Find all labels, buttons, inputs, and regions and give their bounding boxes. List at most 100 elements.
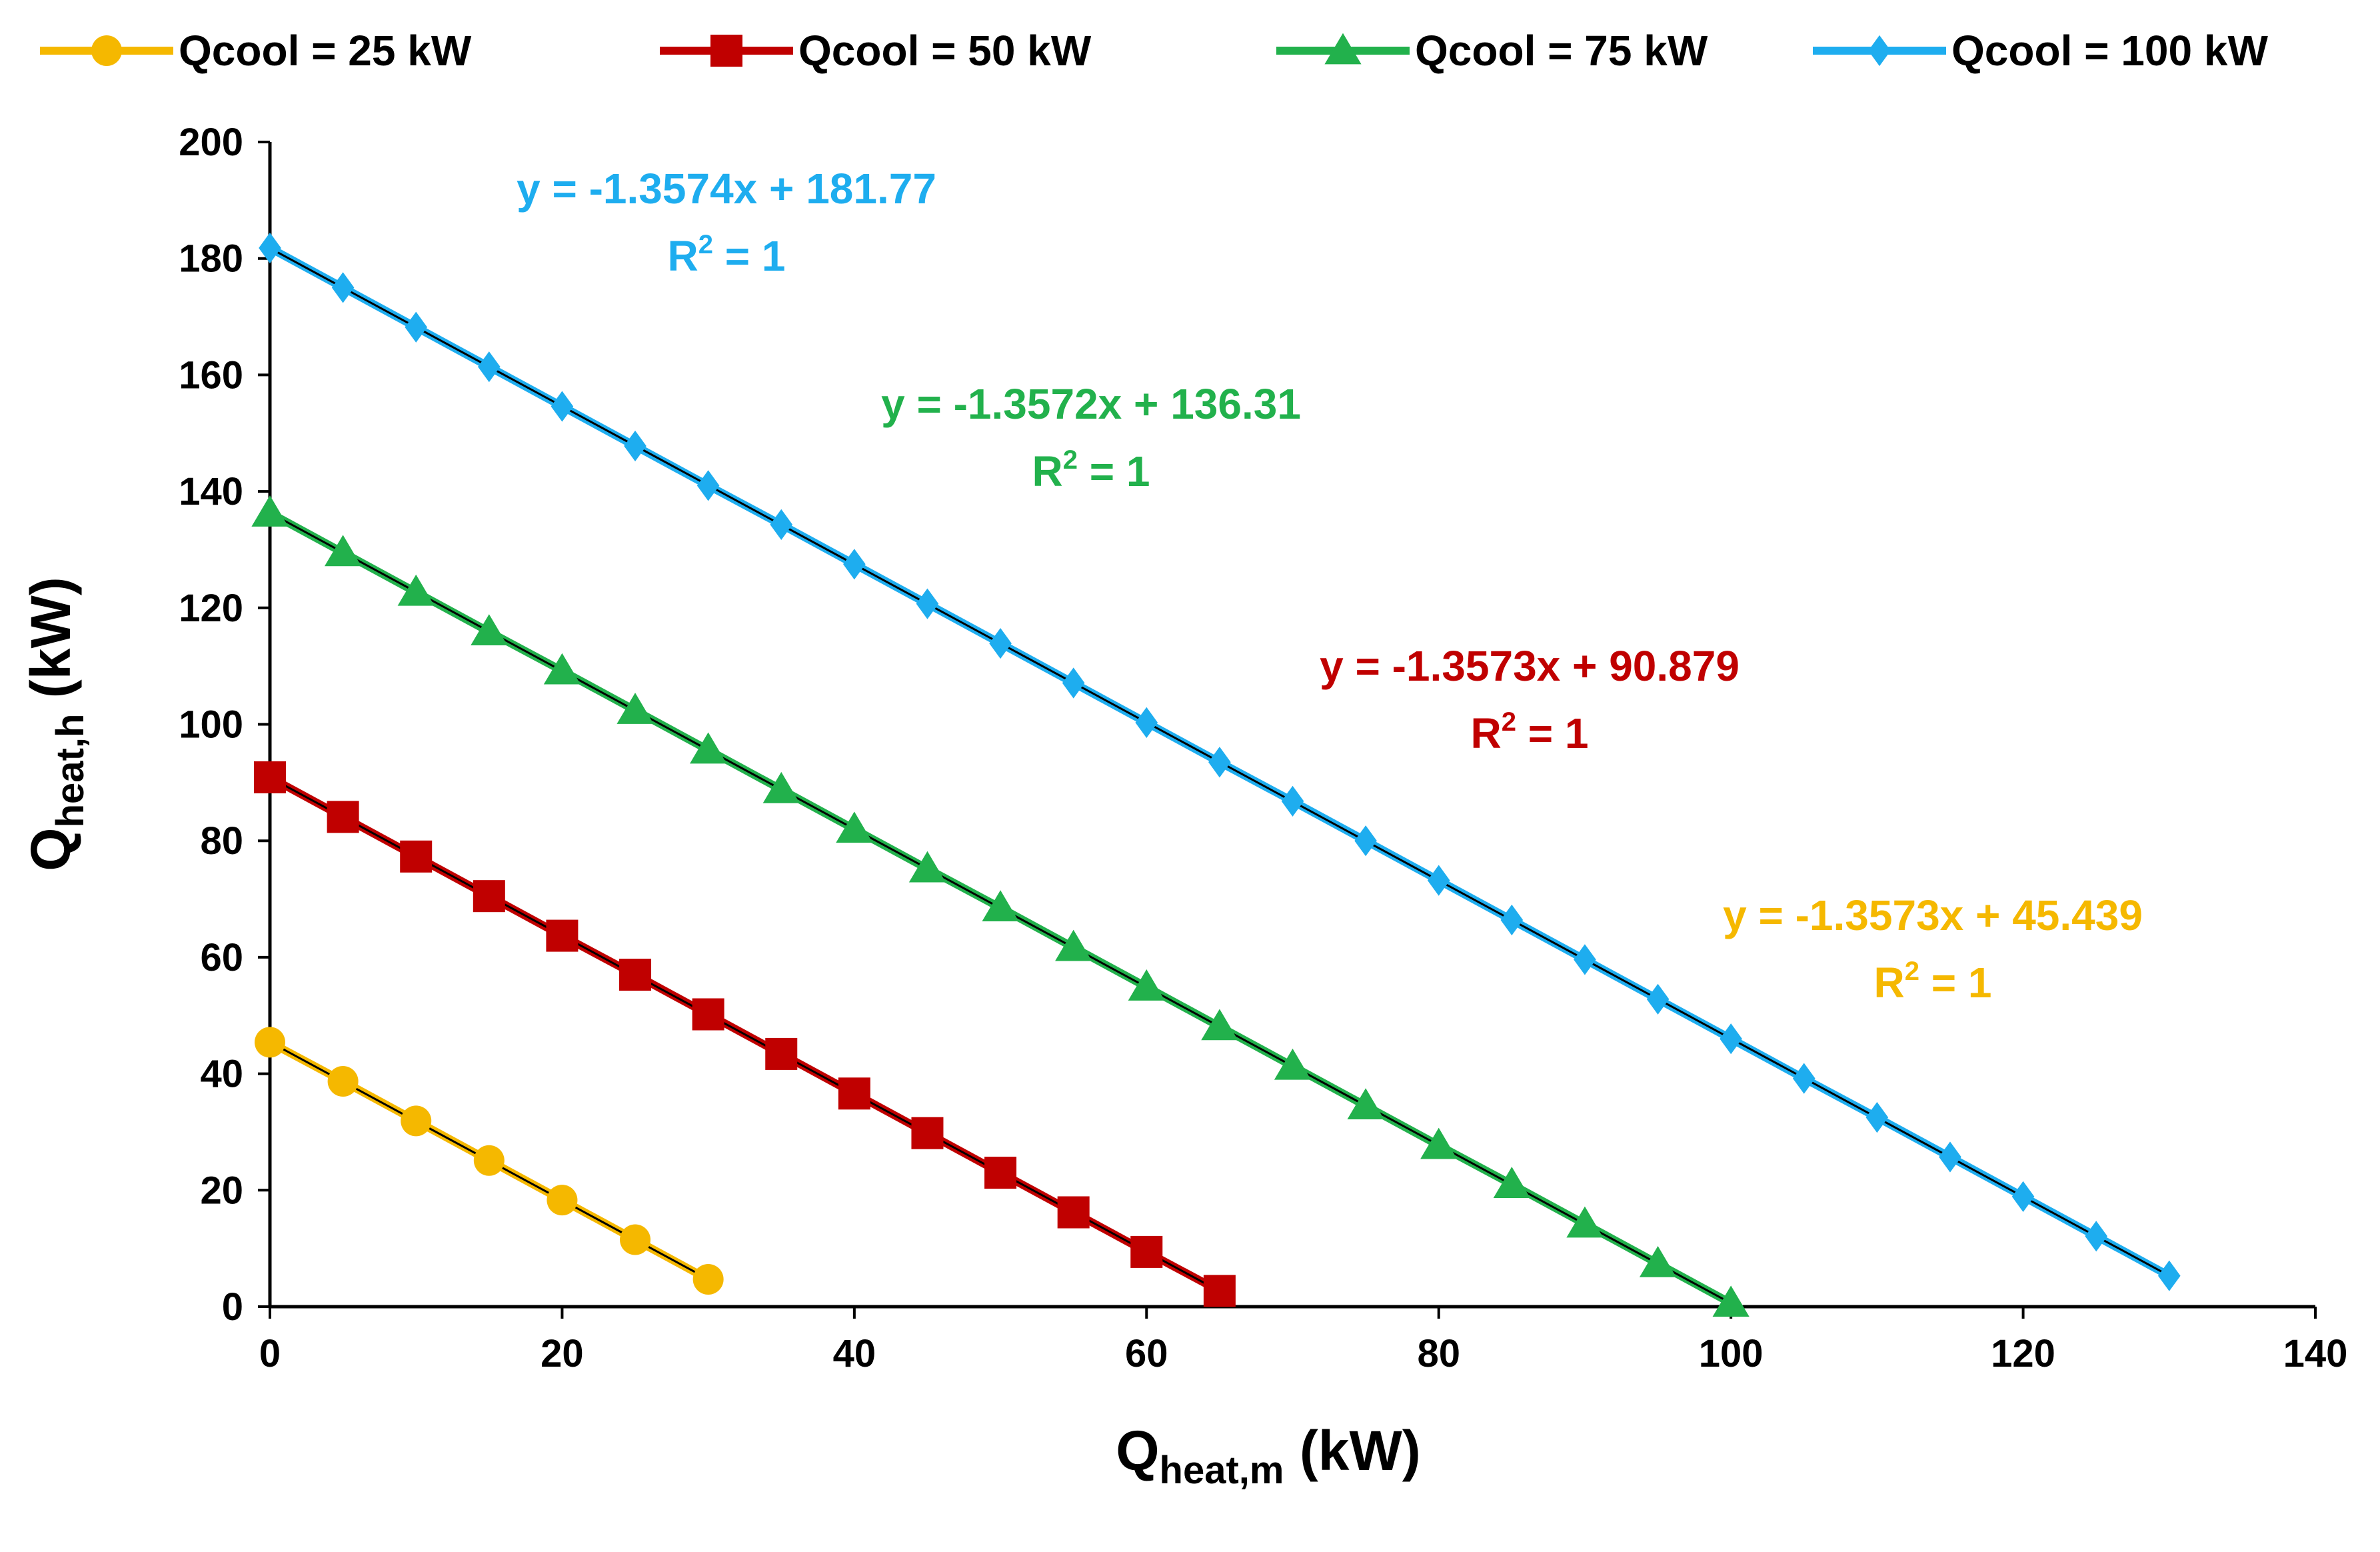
y-tick-label: 60 xyxy=(200,936,243,979)
legend-label: Qcool = 100 kW xyxy=(1951,27,2268,75)
data-point xyxy=(473,880,505,913)
data-point xyxy=(1500,904,1524,936)
y-tick-label: 40 xyxy=(200,1053,243,1096)
x-tick-label: 100 xyxy=(1699,1332,1764,1375)
data-point xyxy=(1493,1167,1530,1198)
data-point xyxy=(327,801,359,833)
data-point xyxy=(1792,1063,1815,1094)
legend-marker xyxy=(710,35,742,67)
axes xyxy=(268,142,2315,1309)
data-point xyxy=(325,535,362,567)
data-point xyxy=(546,919,579,952)
data-point xyxy=(547,1185,578,1216)
data-point xyxy=(989,627,1012,659)
data-point xyxy=(397,574,435,606)
data-point xyxy=(982,890,1019,922)
data-point xyxy=(1566,1206,1604,1238)
x-tick-label: 120 xyxy=(1991,1332,2055,1375)
data-point xyxy=(1055,929,1092,961)
x-axis-title-main: Q xyxy=(1116,1419,1159,1482)
data-point xyxy=(1639,1245,1677,1277)
data-point xyxy=(916,588,939,619)
x-tick-label: 20 xyxy=(541,1332,584,1375)
data-point xyxy=(1128,969,1165,1001)
data-point xyxy=(1201,1009,1238,1041)
y-tick-label: 160 xyxy=(179,353,243,397)
data-point xyxy=(2085,1221,2107,1252)
trendline-equation: y = -1.3573x + 90.879 xyxy=(1320,642,1740,690)
x-tick-label: 60 xyxy=(1125,1332,1168,1375)
r-squared-value: = 1 xyxy=(1078,447,1150,495)
r-squared-superscript: 2 xyxy=(1905,957,1919,986)
data-point xyxy=(1274,1048,1312,1080)
y-axis-title-sub: heat,h xyxy=(49,714,92,828)
data-point xyxy=(254,761,286,793)
data-point xyxy=(327,1065,359,1097)
x-tick-label: 0 xyxy=(259,1332,281,1375)
trendline-equation: y = -1.3574x + 181.77 xyxy=(517,165,936,213)
data-point xyxy=(692,1263,724,1295)
y-tick-label: 140 xyxy=(179,470,243,513)
data-point xyxy=(2157,1260,2181,1291)
data-point xyxy=(331,272,355,303)
data-point xyxy=(255,1027,285,1058)
data-point xyxy=(1354,825,1377,857)
legend-label: Qcool = 75 kW xyxy=(1415,27,1708,75)
legend-item-0: Qcool = 25 kW xyxy=(40,27,472,75)
y-axis-title-unit: (kW) xyxy=(19,577,82,713)
data-point xyxy=(401,1105,432,1137)
data-point xyxy=(770,509,793,540)
trendline-equation: y = -1.3572x + 136.31 xyxy=(881,380,1301,428)
data-point xyxy=(1574,944,1596,975)
data-point xyxy=(478,351,501,383)
x-ticks: 0 20 40 60 80 100 120 140 xyxy=(259,1307,2347,1375)
data-point xyxy=(624,430,646,462)
y-tick-label: 200 xyxy=(179,121,243,164)
data-point xyxy=(765,1037,798,1070)
trendline-equation: y = -1.3573x + 45.439 xyxy=(1723,891,2143,939)
y-axis-title-main: Q xyxy=(19,827,82,871)
y-tick-label: 180 xyxy=(179,237,243,281)
data-point xyxy=(1712,1285,1750,1317)
data-point xyxy=(696,470,720,501)
data-point xyxy=(692,998,724,1031)
data-point xyxy=(984,1157,1017,1189)
r-squared-base: R xyxy=(668,232,698,280)
data-point xyxy=(620,1224,651,1255)
data-point xyxy=(690,732,727,764)
data-point xyxy=(400,840,433,873)
series-3 xyxy=(259,232,2181,1291)
y-tick-label: 100 xyxy=(179,703,243,747)
r-squared-value: = 1 xyxy=(713,232,786,280)
data-point xyxy=(908,851,946,883)
data-point xyxy=(543,653,581,685)
data-point xyxy=(843,549,866,580)
series-0 xyxy=(255,1027,724,1295)
r-squared-label: R2 = 1 xyxy=(668,230,786,280)
data-point xyxy=(1720,1023,1742,1055)
data-point xyxy=(836,811,873,843)
data-point xyxy=(1057,1196,1090,1229)
y-tick-label: 120 xyxy=(179,587,243,630)
data-point xyxy=(1347,1088,1384,1120)
legend-label: Qcool = 50 kW xyxy=(798,27,1092,75)
legend-item-2: Qcool = 75 kW xyxy=(1276,27,1708,75)
data-point xyxy=(1135,707,1158,738)
data-point xyxy=(1939,1141,1961,1173)
r-squared-base: R xyxy=(1874,959,1905,1007)
x-axis-title: Qheat,m (kW) xyxy=(1116,1419,1421,1492)
r-squared-value: = 1 xyxy=(1919,959,1992,1007)
legend-label: Qcool = 25 kW xyxy=(179,27,472,75)
data-point xyxy=(616,693,654,724)
x-axis-title-unit: (kW) xyxy=(1284,1419,1421,1482)
r-squared-superscript: 2 xyxy=(1502,707,1516,737)
x-tick-label: 80 xyxy=(1417,1332,1460,1375)
data-point xyxy=(1281,785,1304,817)
y-ticks: 0 20 40 60 80 100 120 140 160 180 200 xyxy=(179,121,270,1329)
data-point xyxy=(1062,667,1085,699)
data-point xyxy=(1420,1127,1458,1159)
y-axis-title: Qheat,h (kW) xyxy=(19,577,92,871)
x-tick-label: 40 xyxy=(833,1332,876,1375)
